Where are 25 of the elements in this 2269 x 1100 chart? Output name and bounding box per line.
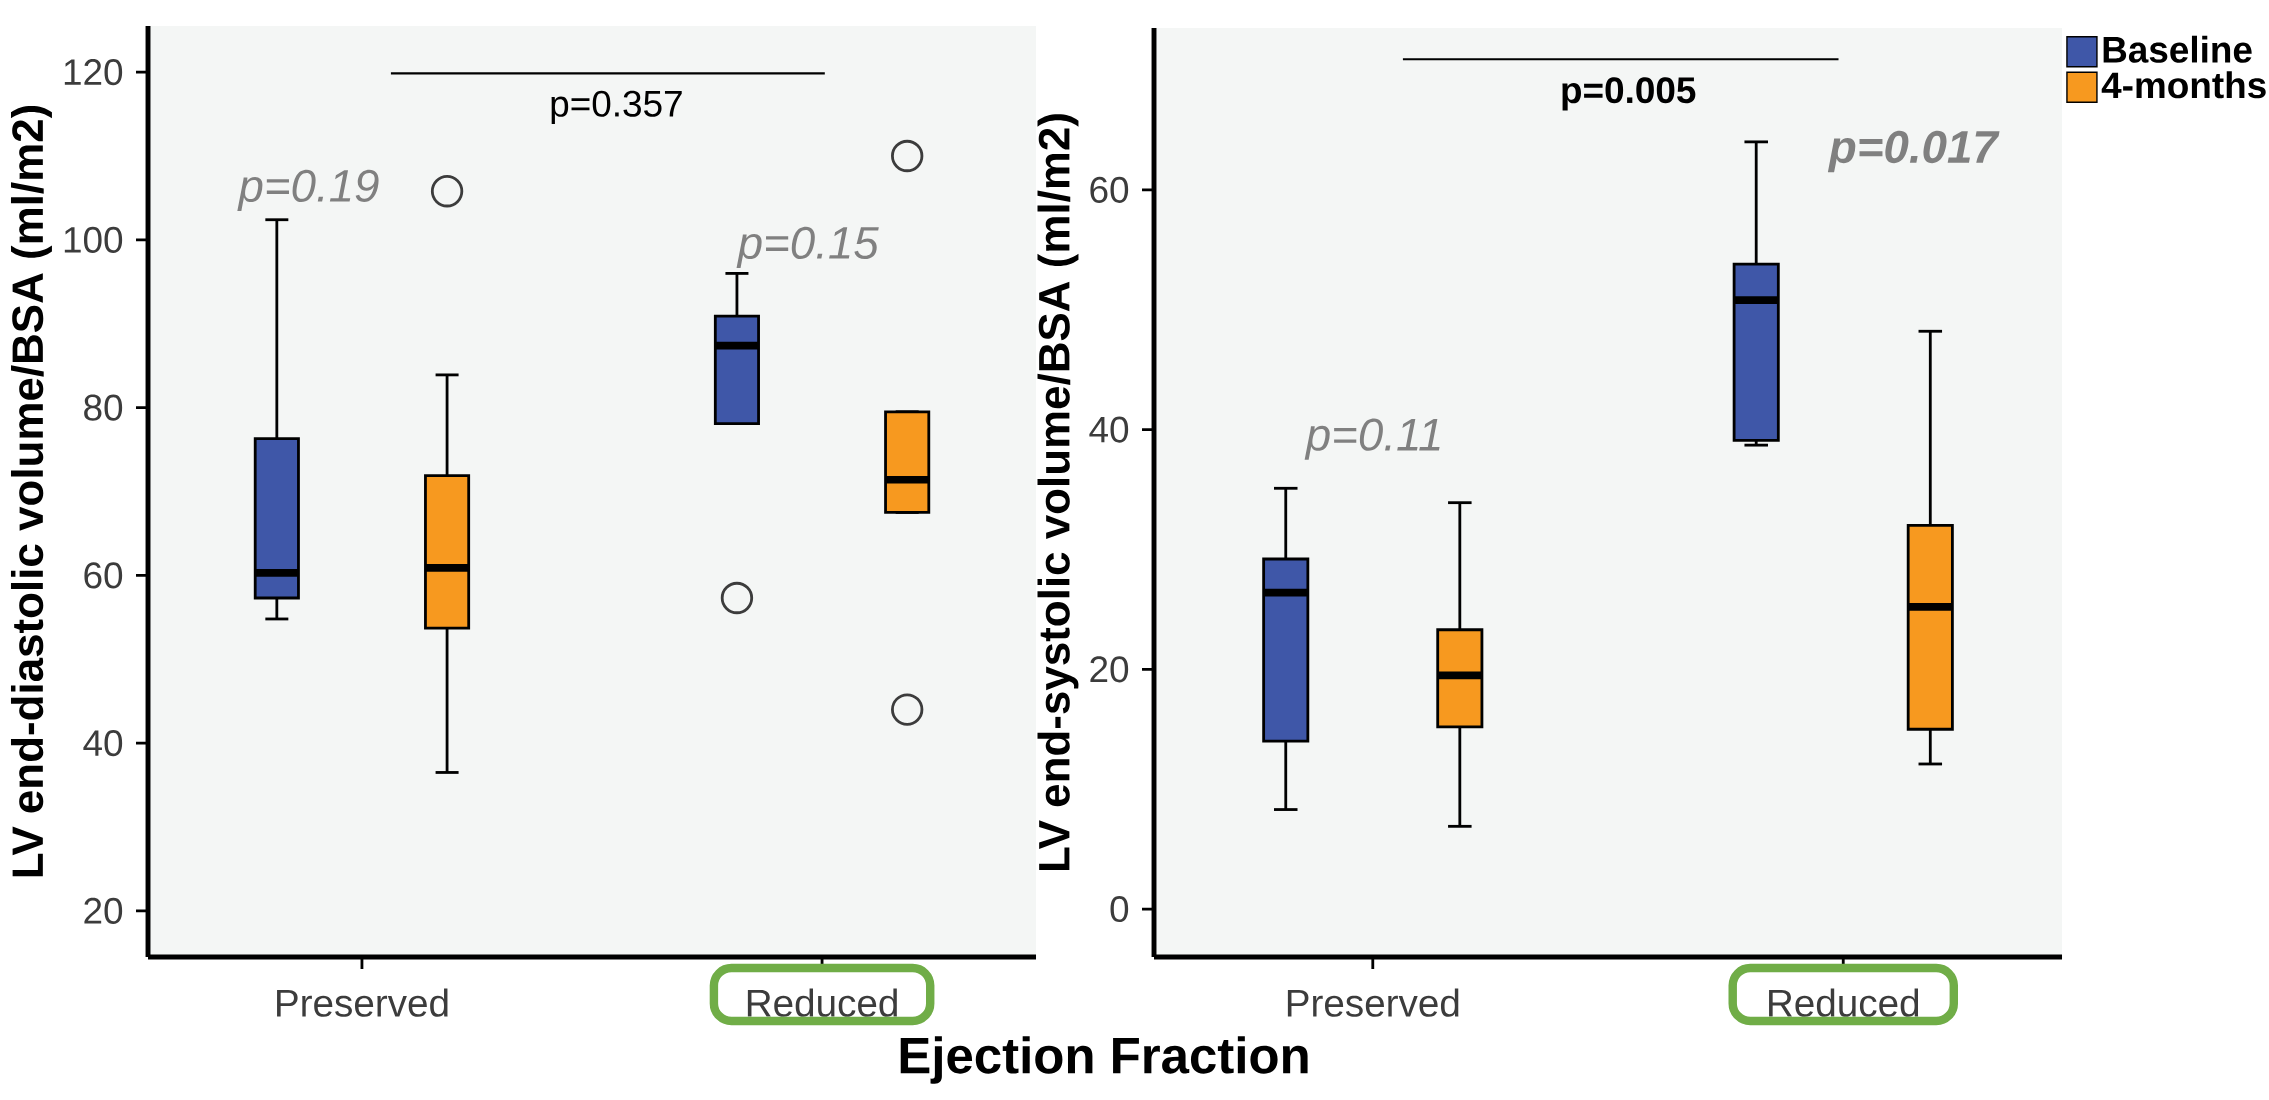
annotation: p=0.357 (551, 90, 682, 125)
annotation: p=0.017 (1827, 130, 2000, 173)
x-tick-label: Preserved (277, 988, 448, 1017)
annotation: p=0.15 (736, 226, 879, 269)
annotation: p=0.19 (237, 169, 379, 212)
y-axis-title: LV end-systolic volume/BSA (ml/m2) (1037, 114, 1079, 870)
annotation: p=0.005 (1562, 77, 1696, 111)
x-tick-label: Reduced (747, 988, 897, 1017)
y-tick-label: 60 (84, 562, 123, 589)
x-tick-label: Preserved (1287, 988, 1459, 1017)
y-tick-label: 20 (84, 897, 123, 924)
annotation: p=0.11 (1304, 418, 1440, 460)
x-tick-label: Reduced (1769, 988, 1919, 1017)
y-axis-title: LV end-diastolic volume/BSA (ml/m2) (10, 105, 52, 877)
y-tick-label: 40 (1089, 416, 1129, 443)
y-tick-label: 20 (1090, 656, 1129, 683)
y-tick-label: 120 (64, 59, 123, 86)
legend-label: Baseline (2103, 35, 2252, 63)
y-tick-label: 60 (1090, 176, 1129, 203)
y-tick-label: 100 (64, 226, 123, 253)
y-tick-label: 40 (83, 730, 123, 757)
y-tick-label: 80 (84, 394, 123, 421)
x-axis-title: Ejection Fraction (900, 1036, 1308, 1084)
legend-label: 4-months (2101, 71, 2266, 99)
y-tick-label: 0 (1110, 896, 1129, 923)
